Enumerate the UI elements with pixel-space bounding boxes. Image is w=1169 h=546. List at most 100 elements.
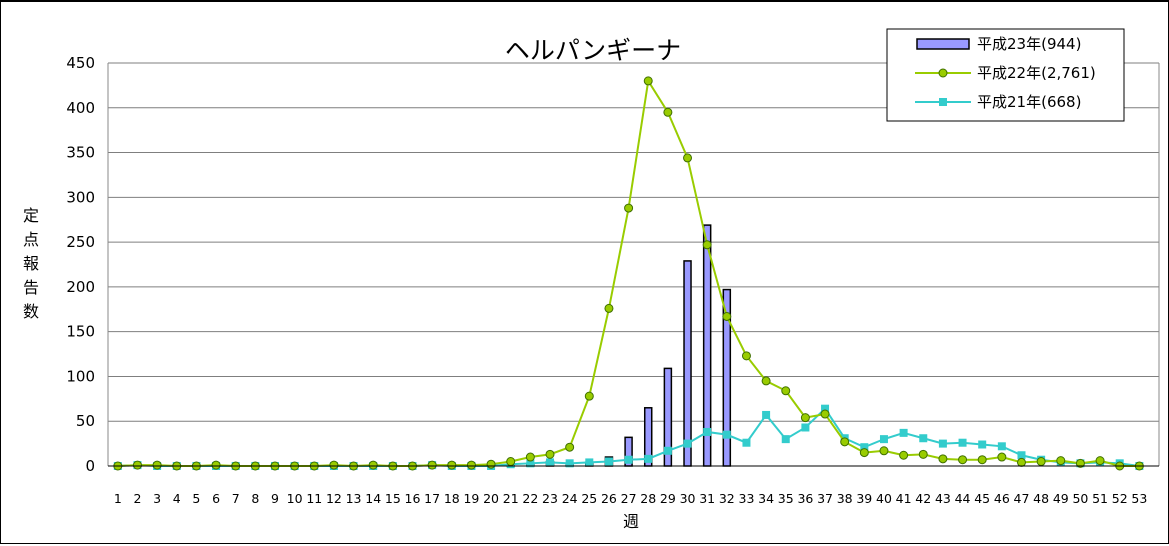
x-tick-label: 5	[192, 491, 200, 506]
data-point	[1017, 451, 1026, 460]
x-tick-label: 1	[114, 491, 122, 506]
data-point	[899, 428, 908, 437]
data-point	[683, 439, 692, 448]
data-point	[1036, 457, 1046, 467]
y-tick-label: 350	[66, 144, 95, 162]
data-point	[545, 449, 555, 459]
x-tick-label: 6	[212, 491, 220, 506]
x-tick-label: 50	[1072, 491, 1088, 506]
x-tick-label: 18	[444, 491, 460, 506]
x-tick-label: 4	[173, 491, 181, 506]
data-point	[132, 460, 142, 470]
data-point	[919, 434, 928, 443]
y-axis-label-char: 告	[23, 278, 39, 297]
data-point	[761, 376, 771, 386]
data-point	[683, 153, 693, 163]
data-point	[781, 435, 790, 444]
data-point	[879, 435, 888, 444]
x-tick-label: 12	[326, 491, 342, 506]
data-point	[152, 460, 162, 470]
x-tick-label: 13	[346, 491, 362, 506]
data-point	[821, 404, 830, 413]
x-tick-label: 41	[896, 491, 912, 506]
data-point	[702, 240, 712, 250]
data-point	[742, 438, 751, 447]
data-point	[899, 450, 909, 460]
data-point	[958, 455, 968, 465]
bar	[683, 260, 692, 467]
data-point	[997, 452, 1007, 462]
data-point	[427, 460, 437, 470]
x-tick-label: 17	[424, 491, 440, 506]
data-point	[722, 311, 732, 321]
x-tick-label: 33	[739, 491, 755, 506]
x-tick-label: 36	[797, 491, 813, 506]
x-tick-label: 53	[1131, 491, 1147, 506]
x-tick-label: 14	[365, 491, 381, 506]
y-tick-label: 250	[66, 233, 95, 251]
data-point	[859, 448, 869, 458]
data-point	[644, 454, 653, 463]
x-tick-label: 7	[232, 491, 240, 506]
x-tick-label: 48	[1033, 491, 1049, 506]
data-point	[1095, 456, 1105, 466]
data-point	[762, 410, 771, 419]
data-point	[938, 439, 947, 448]
data-point	[879, 446, 889, 456]
data-point	[546, 458, 555, 467]
x-tick-label: 46	[994, 491, 1010, 506]
legend-label: 平成22年(2,761)	[977, 64, 1096, 82]
y-axis-ticks: 0 50 100 150 200 250 300 350 400 450	[66, 54, 95, 475]
y-tick-label: 200	[66, 278, 95, 296]
legend-label: 平成21年(668)	[977, 93, 1081, 111]
data-point	[978, 440, 987, 449]
data-point	[977, 455, 987, 465]
x-tick-label: 45	[974, 491, 990, 506]
data-point	[1016, 457, 1026, 467]
x-tick-label: 24	[562, 491, 578, 506]
data-point	[329, 460, 339, 470]
x-tick-label: 10	[287, 491, 303, 506]
chart-title: ヘルパンギーナ	[505, 36, 681, 65]
x-tick-label: 31	[699, 491, 715, 506]
data-point	[486, 459, 496, 469]
x-tick-label: 19	[463, 491, 479, 506]
data-point	[860, 443, 869, 452]
legend-swatch	[916, 38, 970, 50]
data-point	[663, 446, 672, 455]
data-point	[466, 460, 476, 470]
data-point	[585, 458, 594, 467]
data-point	[604, 457, 613, 466]
x-axis-label: 週	[623, 512, 639, 531]
x-tick-label: 49	[1053, 491, 1069, 506]
data-point	[624, 203, 634, 213]
gridlines	[108, 62, 1159, 422]
x-tick-label: 3	[153, 491, 161, 506]
data-point	[938, 454, 948, 464]
y-axis-label-char: 点	[23, 230, 39, 249]
x-tick-label: 37	[817, 491, 833, 506]
x-tick-label: 11	[306, 491, 322, 506]
x-tick-label: 21	[503, 491, 519, 506]
y-tick-label: 300	[66, 188, 95, 206]
data-point	[643, 76, 653, 86]
x-tick-label: 27	[621, 491, 637, 506]
data-point	[525, 452, 535, 462]
x-tick-label: 51	[1092, 491, 1108, 506]
x-tick-label: 29	[660, 491, 676, 506]
x-tick-label: 32	[719, 491, 735, 506]
x-tick-label: 44	[955, 491, 971, 506]
data-point	[663, 107, 673, 117]
x-tick-label: 22	[522, 491, 538, 506]
x-tick-label: 16	[405, 491, 421, 506]
y-tick-label: 0	[85, 457, 95, 475]
data-point	[526, 459, 535, 468]
x-tick-label: 25	[581, 491, 597, 506]
x-tick-label: 8	[251, 491, 259, 506]
data-point	[1075, 458, 1085, 468]
y-axis-label-char: 定	[23, 206, 39, 225]
data-point	[368, 460, 378, 470]
